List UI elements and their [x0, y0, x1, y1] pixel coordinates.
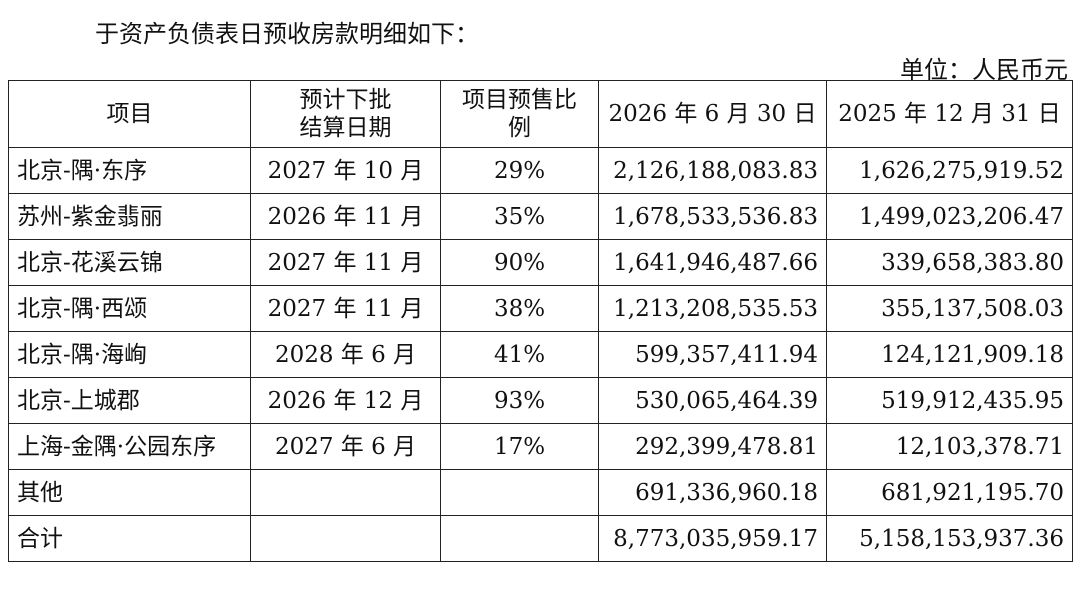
row: 北京-隅·海峋 2028 年 6 月 41% 599,357,411.94 124,12…	[8, 331, 1073, 378]
cell	[250, 515, 441, 562]
header-text: 2025 年 12 月 31 日	[838, 101, 1061, 127]
cell: 苏州-紫金翡丽	[8, 193, 251, 240]
cell	[250, 469, 441, 516]
cell: 北京-隅·海峋	[8, 331, 251, 378]
cell: 北京-上城郡	[8, 377, 251, 424]
cell: 1,626,275,919.52	[826, 147, 1073, 194]
intro-text: 于资产负债表日预收房款明细如下：	[95, 20, 479, 48]
cell: 93%	[440, 377, 599, 424]
cell: 2026 年 12 月	[250, 377, 441, 424]
header-text: 项目预售比例	[462, 87, 577, 141]
table-body: 项目 预计下批结算日期 项目预售比例 2026 年 6 月 30 日 2025 年 12…	[8, 80, 1073, 562]
cell: 17%	[440, 423, 599, 470]
cell: 上海-金隅·公园东序	[8, 423, 251, 470]
cell: 519,912,435.95	[826, 377, 1073, 424]
cell: 355,137,508.03	[826, 285, 1073, 332]
cell: 8,773,035,959.17	[598, 515, 827, 562]
cell: 691,336,960.18	[598, 469, 827, 516]
cell: 北京-隅·东序	[8, 147, 251, 194]
header-cell: 预计下批结算日期	[250, 80, 441, 148]
cell: 599,357,411.94	[598, 331, 827, 378]
cell: 5,158,153,937.36	[826, 515, 1073, 562]
cell: 其他	[8, 469, 251, 516]
row: 北京-隅·东序 2027 年 10 月 29% 2,126,188,083.83 1,6…	[8, 147, 1073, 194]
table: 项目 预计下批结算日期 项目预售比例 2026 年 6 月 30 日 2025 年 12…	[8, 80, 1073, 562]
row: 上海-金隅·公园东序 2027 年 6 月 17% 292,399,478.81 12,…	[8, 423, 1073, 470]
row: 苏州-紫金翡丽 2026 年 11 月 35% 1,678,533,536.83 1,4…	[8, 193, 1073, 240]
cell: 681,921,195.70	[826, 469, 1073, 516]
row: 北京-隅·西颂 2027 年 11 月 38% 1,213,208,535.53 355…	[8, 285, 1073, 332]
cell: 2,126,188,083.83	[598, 147, 827, 194]
cell: 2027 年 6 月	[250, 423, 441, 470]
cell: 2027 年 10 月	[250, 147, 441, 194]
header-cell: 项目预售比例	[440, 80, 599, 148]
cell: 29%	[440, 147, 599, 194]
unit-label: 单位：人民币元	[900, 56, 1068, 84]
cell: 2027 年 11 月	[250, 239, 441, 286]
cell: 12,103,378.71	[826, 423, 1073, 470]
cell: 1,213,208,535.53	[598, 285, 827, 332]
cell: 530,065,464.39	[598, 377, 827, 424]
cell: 124,121,909.18	[826, 331, 1073, 378]
header-cell: 2026 年 6 月 30 日	[598, 80, 827, 148]
cell: 90%	[440, 239, 599, 286]
header-row: 项目 预计下批结算日期 项目预售比例 2026 年 6 月 30 日 2025 年 12…	[8, 80, 1073, 148]
cell: 41%	[440, 331, 599, 378]
row: 北京-花溪云锦 2027 年 11 月 90% 1,641,946,487.66 339…	[8, 239, 1073, 286]
cell: 2027 年 11 月	[250, 285, 441, 332]
cell: 1,678,533,536.83	[598, 193, 827, 240]
header-cell: 项目	[8, 80, 251, 148]
cell: 339,658,383.80	[826, 239, 1073, 286]
cell	[440, 515, 599, 562]
cell: 292,399,478.81	[598, 423, 827, 470]
header-text: 2026 年 6 月 30 日	[608, 101, 817, 127]
row: 北京-上城郡 2026 年 12 月 93% 530,065,464.39 519,91…	[8, 377, 1073, 424]
header-text: 预计下批结算日期	[299, 87, 392, 141]
cell: 2026 年 11 月	[250, 193, 441, 240]
cell: 38%	[440, 285, 599, 332]
cell: 1,641,946,487.66	[598, 239, 827, 286]
header-cell: 2025 年 12 月 31 日	[826, 80, 1073, 148]
header-text: 项目	[106, 101, 153, 127]
cell: 35%	[440, 193, 599, 240]
cell	[440, 469, 599, 516]
cell: 合计	[8, 515, 251, 562]
cell: 北京-隅·西颂	[8, 285, 251, 332]
cell: 北京-花溪云锦	[8, 239, 251, 286]
row: 其他 691,336,960.18 681,921,195.70	[8, 469, 1073, 516]
cell: 2028 年 6 月	[250, 331, 441, 378]
row: 合计 8,773,035,959.17 5,158,153,937.36	[8, 515, 1073, 562]
cell: 1,499,023,206.47	[826, 193, 1073, 240]
